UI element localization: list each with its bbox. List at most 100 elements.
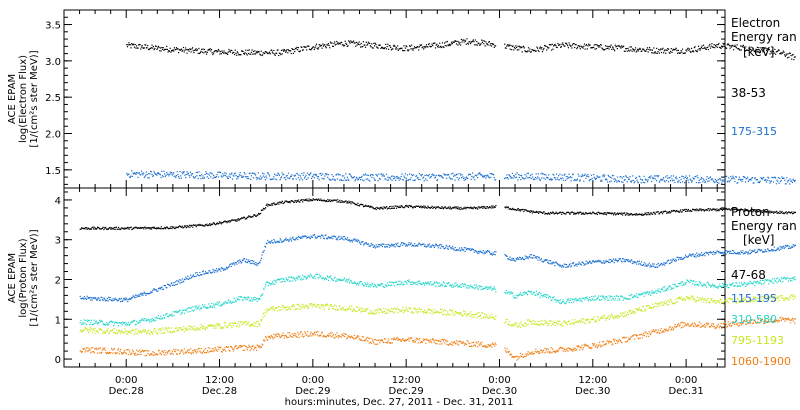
data-point (147, 293, 149, 295)
data-point (645, 265, 647, 267)
data-point (636, 297, 638, 299)
data-point (339, 238, 342, 240)
data-point (268, 173, 270, 176)
data-point (297, 278, 299, 280)
data-point (700, 46, 702, 48)
data-point (148, 227, 150, 229)
data-point (441, 42, 444, 44)
data-point (596, 297, 598, 299)
data-point (573, 43, 575, 45)
data-point (237, 218, 239, 220)
data-point (626, 298, 628, 300)
data-point (566, 264, 568, 266)
data-point (258, 177, 260, 179)
data-point (171, 226, 174, 228)
data-point (316, 273, 318, 275)
data-point (297, 49, 299, 51)
data-point (280, 176, 283, 178)
data-point (207, 49, 209, 51)
data-point (448, 173, 450, 176)
data-point (454, 247, 456, 249)
data-point (366, 243, 368, 245)
data-point (607, 181, 609, 183)
data-point (347, 239, 349, 242)
data-point (738, 176, 740, 178)
data-point (385, 48, 388, 50)
data-point (412, 207, 414, 209)
data-point (507, 291, 510, 293)
data-point (148, 177, 150, 179)
data-point (447, 207, 449, 209)
data-point (579, 263, 581, 265)
data-point (707, 208, 709, 210)
data-point (281, 200, 283, 202)
data-point (433, 206, 435, 209)
data-point (651, 177, 653, 179)
data-point (278, 52, 280, 54)
data-point (667, 259, 669, 261)
data-point (694, 256, 696, 258)
data-point (439, 207, 441, 209)
data-point (107, 228, 109, 230)
data-point (419, 44, 421, 46)
data-point (458, 179, 460, 181)
data-point (678, 257, 680, 259)
data-point (275, 174, 277, 176)
data-point (332, 178, 334, 180)
data-point (493, 206, 496, 208)
data-point (642, 181, 644, 184)
data-point (327, 174, 329, 176)
data-point (687, 256, 689, 258)
data-point (437, 45, 439, 47)
data-point (104, 324, 106, 326)
data-point (426, 246, 428, 248)
data-point (334, 44, 336, 46)
data-point (546, 49, 548, 51)
data-point (346, 179, 348, 181)
data-point (483, 40, 486, 42)
data-point (136, 295, 139, 297)
data-point (392, 48, 394, 50)
data-point (89, 296, 91, 298)
data-point (772, 177, 774, 179)
data-point (598, 259, 600, 261)
data-point (712, 253, 714, 256)
data-point (539, 179, 541, 181)
data-point (284, 239, 286, 241)
data-point (384, 246, 386, 248)
data-point (698, 48, 700, 50)
data-point (256, 300, 258, 303)
data-point (474, 179, 476, 181)
data-point (702, 44, 705, 46)
data-point (381, 46, 383, 48)
data-point (254, 173, 256, 175)
data-point (273, 239, 275, 241)
data-point (239, 259, 241, 261)
data-point (437, 285, 440, 287)
data-point (638, 263, 640, 265)
data-point (573, 262, 575, 264)
data-point (232, 262, 234, 264)
data-point (593, 44, 595, 46)
data-point (597, 45, 599, 47)
data-point (294, 239, 296, 241)
data-point (230, 220, 232, 222)
data-point (221, 222, 223, 224)
data-point (227, 177, 229, 180)
data-point (397, 177, 399, 179)
data-point (505, 292, 507, 294)
data-point (633, 214, 635, 216)
data-point (222, 173, 224, 175)
data-point (520, 209, 522, 211)
data-point (179, 171, 181, 173)
data-point (386, 282, 388, 284)
data-point (308, 174, 311, 176)
data-point (151, 291, 153, 293)
data-point (619, 295, 622, 297)
data-point (337, 280, 339, 282)
data-point (291, 277, 293, 279)
data-point (346, 43, 348, 45)
data-point (275, 281, 277, 283)
data-point (192, 50, 194, 52)
data-point (529, 176, 531, 178)
